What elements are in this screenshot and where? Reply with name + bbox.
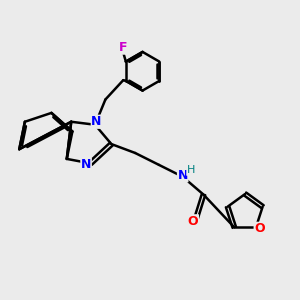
Text: N: N [178, 169, 188, 182]
Text: N: N [91, 115, 102, 128]
Text: O: O [254, 222, 265, 235]
Text: O: O [188, 215, 198, 228]
Text: F: F [118, 41, 127, 54]
Text: H: H [187, 165, 195, 175]
Text: N: N [81, 158, 91, 171]
